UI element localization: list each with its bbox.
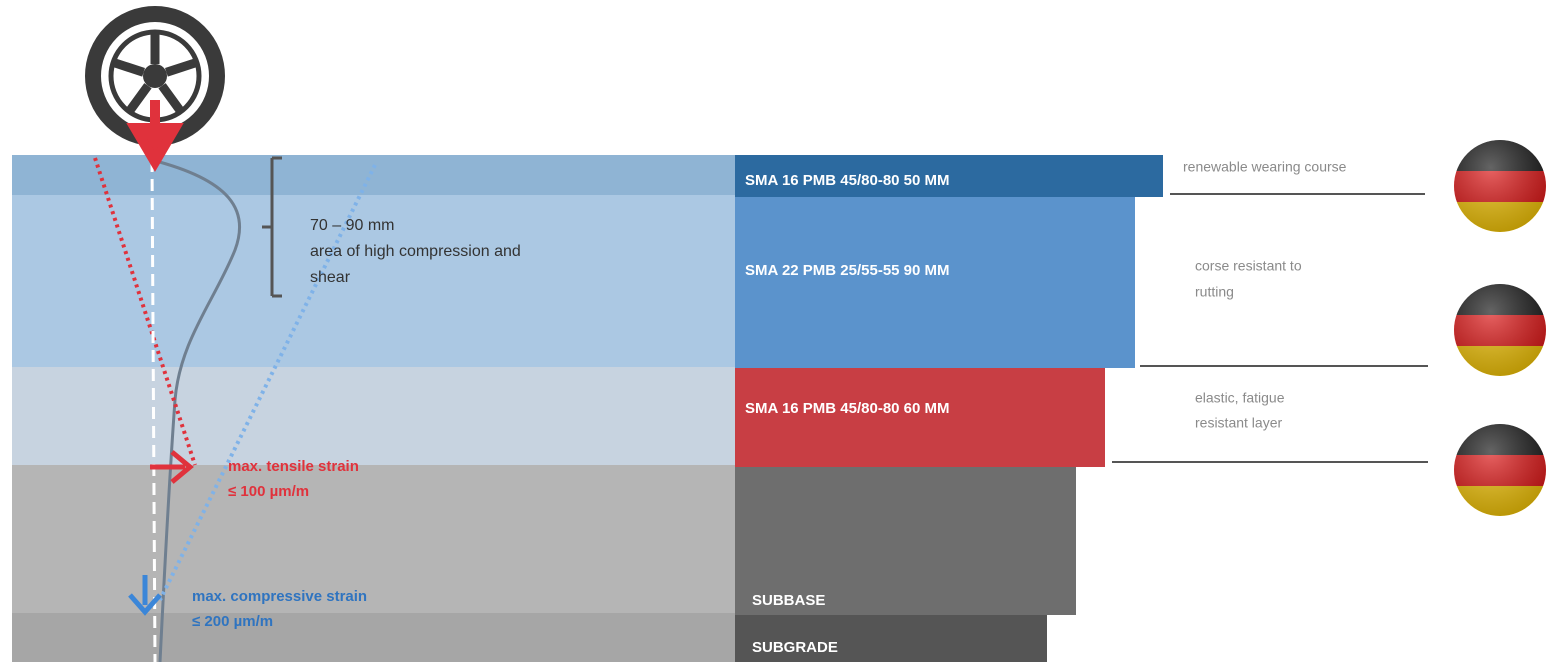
tensile-label: ≤ 100 µm/m <box>228 483 309 500</box>
compressive-arrow <box>128 575 162 616</box>
layer-label: SUBGRADE <box>752 639 838 656</box>
compressive-label: ≤ 200 µm/m <box>192 613 273 630</box>
flag <box>1454 284 1546 377</box>
layer-block <box>735 467 1076 615</box>
note: corse resistant to <box>1195 258 1302 274</box>
band <box>12 465 735 613</box>
tensile-arrow <box>150 450 194 484</box>
layer-block <box>735 197 1135 368</box>
tensile-label: max. tensile strain <box>228 458 359 475</box>
note: elastic, fatigue <box>1195 390 1285 406</box>
stress-curve <box>151 158 242 662</box>
tensile-line <box>93 157 197 466</box>
band <box>12 155 735 195</box>
zone-text: shear <box>310 269 351 286</box>
note: rutting <box>1195 284 1234 300</box>
layer-label: SMA 16 PMB 45/80-80 50 MM <box>745 172 950 189</box>
layer-block <box>735 368 1105 467</box>
band <box>12 613 735 662</box>
load-arrow <box>126 100 184 172</box>
layer-block <box>735 155 1163 197</box>
zone-depth: 70 – 90 mm <box>310 217 394 234</box>
layer-label: SMA 22 PMB 25/55-55 90 MM <box>745 262 950 279</box>
axis <box>150 159 157 662</box>
brace <box>262 156 282 298</box>
band <box>12 367 735 465</box>
flag <box>1454 140 1546 233</box>
flag <box>1454 424 1546 517</box>
note: resistant layer <box>1195 415 1282 431</box>
layer-label: SUBBASE <box>752 592 825 609</box>
compressive-label: max. compressive strain <box>192 588 367 605</box>
zone-text: area of high compression and <box>310 243 521 260</box>
layer-block <box>735 615 1047 662</box>
band <box>12 195 735 367</box>
layer-label: SMA 16 PMB 45/80-80 60 MM <box>745 400 950 417</box>
note: renewable wearing course <box>1183 159 1347 175</box>
